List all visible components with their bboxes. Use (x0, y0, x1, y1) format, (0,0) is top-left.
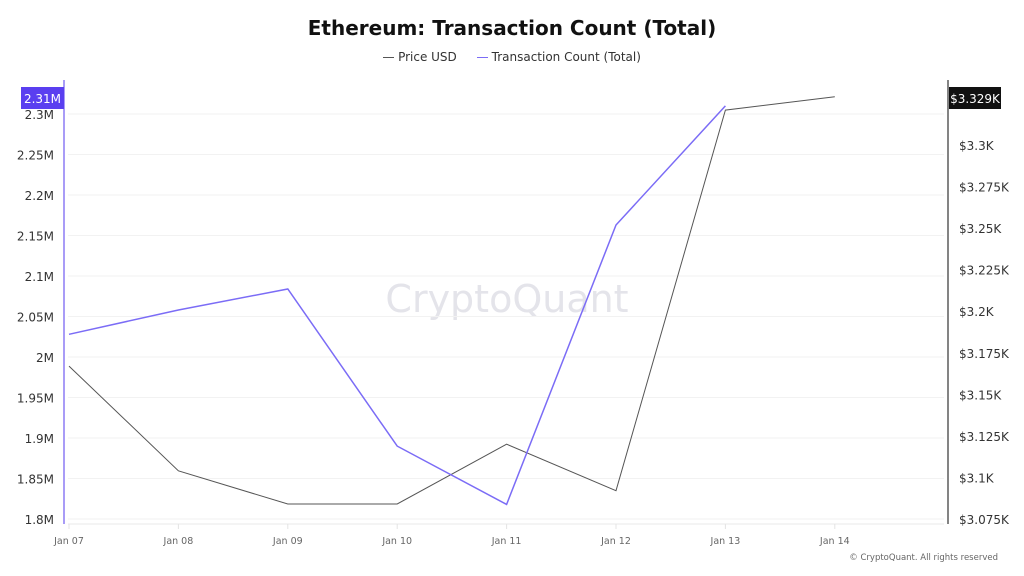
left-axis-tick: 1.95M (17, 392, 54, 406)
right-axis-tick: $3.175K (959, 347, 1010, 361)
chart-title: Ethereum: Transaction Count (Total) (307, 16, 717, 40)
x-axis-tick: Jan 10 (381, 536, 412, 547)
legend-item-tx[interactable]: Transaction Count (Total) (476, 50, 641, 64)
right-current-badge (949, 87, 1001, 109)
left-axis-tick: 1.85M (17, 473, 54, 487)
left-axis-tick: 2.3M (25, 108, 54, 122)
copyright: © CryptoQuant. All rights reserved (849, 553, 998, 563)
left-axis-tick: 2.25M (17, 149, 54, 163)
left-axis-tick: 2.05M (17, 311, 54, 325)
x-axis-tick: Jan 09 (272, 536, 303, 547)
right-axis-tick: $3.275K (959, 181, 1010, 195)
right-current-value: $3.329K (950, 92, 1001, 106)
right-axis-tick: $3.2K (959, 305, 995, 319)
left-current-badge (21, 87, 64, 109)
x-axis-tick: Jan 11 (491, 536, 522, 547)
x-axis-tick: Jan 13 (710, 536, 741, 547)
left-axis-tick: 2.2M (25, 189, 54, 203)
left-axis-tick: 1.8M (25, 513, 54, 527)
legend-label-tx: Transaction Count (Total) (491, 50, 641, 64)
right-axis-tick: $3.125K (959, 430, 1010, 444)
left-axis-tick: 2.1M (25, 270, 54, 284)
x-axis-tick: Jan 08 (163, 536, 194, 547)
legend-item-price[interactable]: Price USD (383, 50, 457, 64)
right-axis-tick: $3.075K (959, 513, 1010, 527)
right-axis-tick: $3.225K (959, 264, 1010, 278)
x-axis-tick: Jan 12 (600, 536, 631, 547)
left-axis-tick: 1.9M (25, 432, 54, 446)
left-axis-tick: 2M (36, 351, 54, 365)
price-swatch-icon (383, 56, 395, 59)
right-axis-tick: $3.3K (959, 139, 995, 153)
right-axis-tick: $3.15K (959, 388, 1002, 402)
price-line (68, 96, 835, 505)
tx-swatch-icon (476, 56, 488, 59)
watermark: CryptoQuant (385, 277, 628, 321)
tx-count-line (68, 105, 726, 506)
left-current-value: 2.31M (24, 92, 61, 106)
legend: Price USD Transaction Count (Total) (0, 50, 1024, 64)
left-axis-tick: 2.15M (17, 230, 54, 244)
right-axis-tick: $3.1K (959, 471, 995, 485)
legend-label-price: Price USD (398, 50, 457, 64)
x-axis-tick: Jan 07 (53, 536, 84, 547)
right-axis-tick: $3.25K (959, 222, 1002, 236)
x-axis-tick: Jan 14 (819, 536, 850, 547)
